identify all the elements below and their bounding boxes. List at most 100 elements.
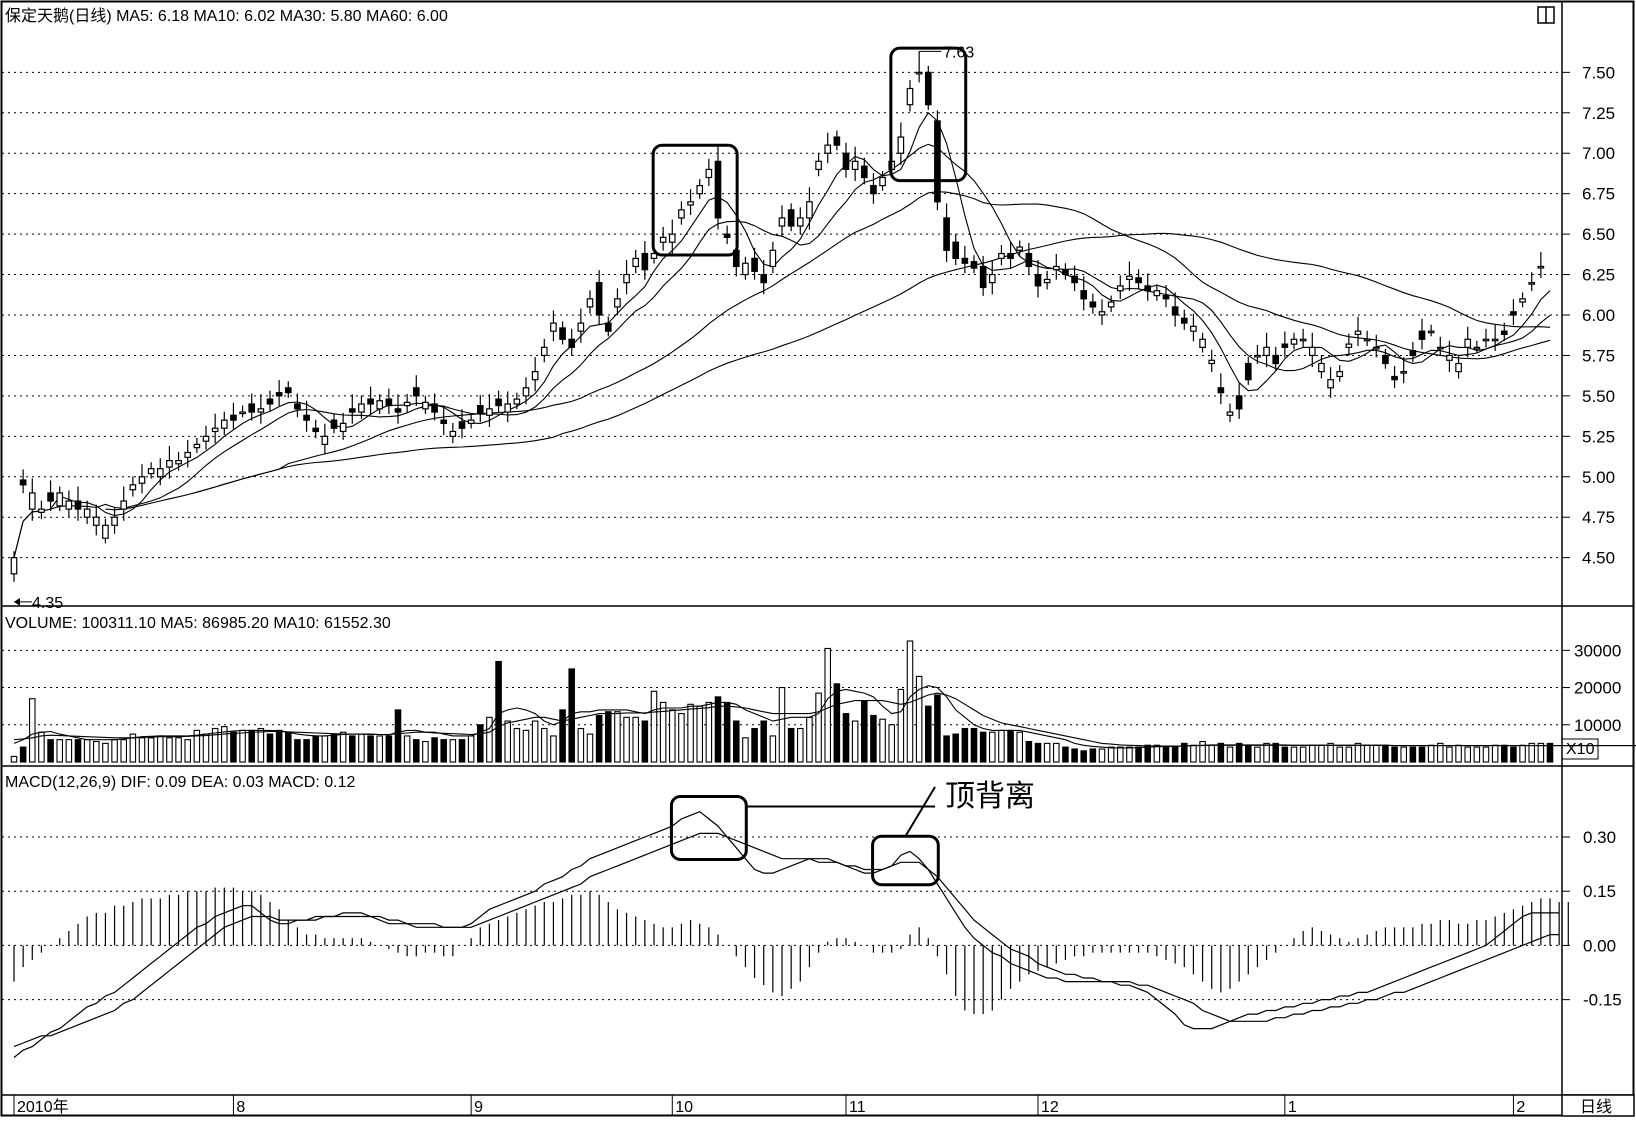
volume-bar (285, 731, 292, 763)
candle-body-up (632, 257, 640, 268)
candle (403, 393, 411, 413)
candle-body-up (403, 401, 411, 407)
price-gridlines (2, 71, 1562, 559)
candle-body-up (1528, 282, 1536, 285)
volume-tick-label: 20000 (1574, 679, 1621, 698)
candle (1354, 316, 1362, 347)
candle (897, 122, 905, 165)
candle (522, 377, 530, 405)
candle (47, 480, 54, 512)
candle-body-down (1089, 301, 1097, 308)
volume-bar (1299, 746, 1307, 763)
candle-body-down (641, 252, 649, 271)
candle (330, 413, 338, 434)
volume-bar (1418, 746, 1426, 763)
candle-body-down (1244, 362, 1252, 381)
volume-bar (1162, 746, 1170, 763)
volume-bar (56, 739, 63, 763)
candle-body-up (83, 508, 91, 518)
candle-body-up (257, 408, 265, 413)
volume-bar (1409, 746, 1417, 763)
divergence-annotation-label: 顶背离 (945, 780, 1035, 813)
volume-bar (614, 711, 621, 763)
volume-bar (879, 718, 886, 763)
candle-body-down (303, 414, 310, 421)
volume-bar (1153, 744, 1161, 763)
candle-body-down (458, 421, 466, 429)
date-tick-label: 10 (675, 1099, 693, 1116)
volume-bar (870, 714, 877, 763)
volume-bar (257, 727, 265, 763)
candle-body-down (1510, 311, 1517, 316)
candle-body-down (266, 398, 274, 405)
candle-body-up (184, 451, 192, 458)
candle-body-up (202, 435, 210, 442)
candle (860, 157, 868, 185)
candle (1272, 346, 1280, 371)
candle-body-up (897, 136, 905, 154)
candle-body-down (385, 398, 393, 407)
volume-bar (989, 731, 996, 763)
volume-bar (1373, 744, 1380, 763)
volume-bar (358, 733, 365, 763)
candle (586, 290, 594, 314)
volume-bar (522, 729, 530, 763)
candle-body-up (531, 371, 539, 381)
candle (248, 393, 256, 421)
macd-tick-label: 0.30 (1583, 828, 1616, 847)
date-axis: 2010年 8 9 10 11 12 1 2 (13, 1095, 1525, 1116)
candle-body-down (1025, 252, 1033, 268)
period-box[interactable] (1561, 1094, 1635, 1117)
candle (604, 316, 612, 337)
volume-bar (760, 720, 767, 763)
volume-bar (952, 733, 959, 763)
price-tick-label: 5.50 (1582, 387, 1615, 406)
candle-body-down (568, 338, 576, 348)
period-label[interactable]: 日线 (1580, 1098, 1612, 1116)
low-marker-arrow (14, 597, 20, 606)
candle (1052, 253, 1060, 280)
candle-body-down (934, 120, 941, 203)
volume-bar (1135, 746, 1142, 763)
candle-body-down (1180, 317, 1188, 324)
candle (394, 394, 402, 424)
volume-bar (10, 755, 18, 763)
candle (1107, 295, 1115, 313)
candle (998, 245, 1005, 266)
candle (184, 439, 192, 468)
candlestick-series (10, 51, 1545, 582)
candle (275, 380, 283, 406)
candle (668, 219, 676, 254)
candle-body-down (559, 327, 566, 340)
candle-body-down (1409, 349, 1417, 357)
candle-body-down (1071, 275, 1078, 284)
candle (303, 400, 310, 432)
candle-body-up (879, 176, 886, 187)
volume-bar (1437, 742, 1444, 763)
candle (440, 405, 448, 436)
candle (1098, 299, 1106, 326)
candle-body-down (1144, 285, 1152, 292)
volume-bar (778, 687, 786, 763)
volume-bar (394, 709, 402, 763)
date-tick-label: 1 (1288, 1099, 1297, 1116)
candle-body-up (239, 411, 246, 415)
volume-bar (531, 720, 539, 763)
volume-bar (1208, 744, 1215, 763)
volume-bar (541, 727, 548, 763)
candle-body-down (367, 398, 374, 405)
volume-bar (979, 731, 987, 763)
volume-bar (1363, 744, 1371, 763)
volume-bar (1290, 746, 1298, 763)
candle-body-up (1354, 330, 1362, 336)
volume-bar (1089, 748, 1097, 763)
volume-bar (83, 739, 91, 763)
volume-bar (550, 735, 557, 763)
dif-line (13, 811, 1560, 1058)
volume-bar (65, 739, 73, 763)
volume-bar (211, 727, 219, 763)
volume-bar (19, 746, 27, 763)
restore-icon[interactable] (1537, 6, 1555, 24)
candle-body-up (1043, 278, 1051, 284)
candle-body-down (412, 387, 420, 397)
